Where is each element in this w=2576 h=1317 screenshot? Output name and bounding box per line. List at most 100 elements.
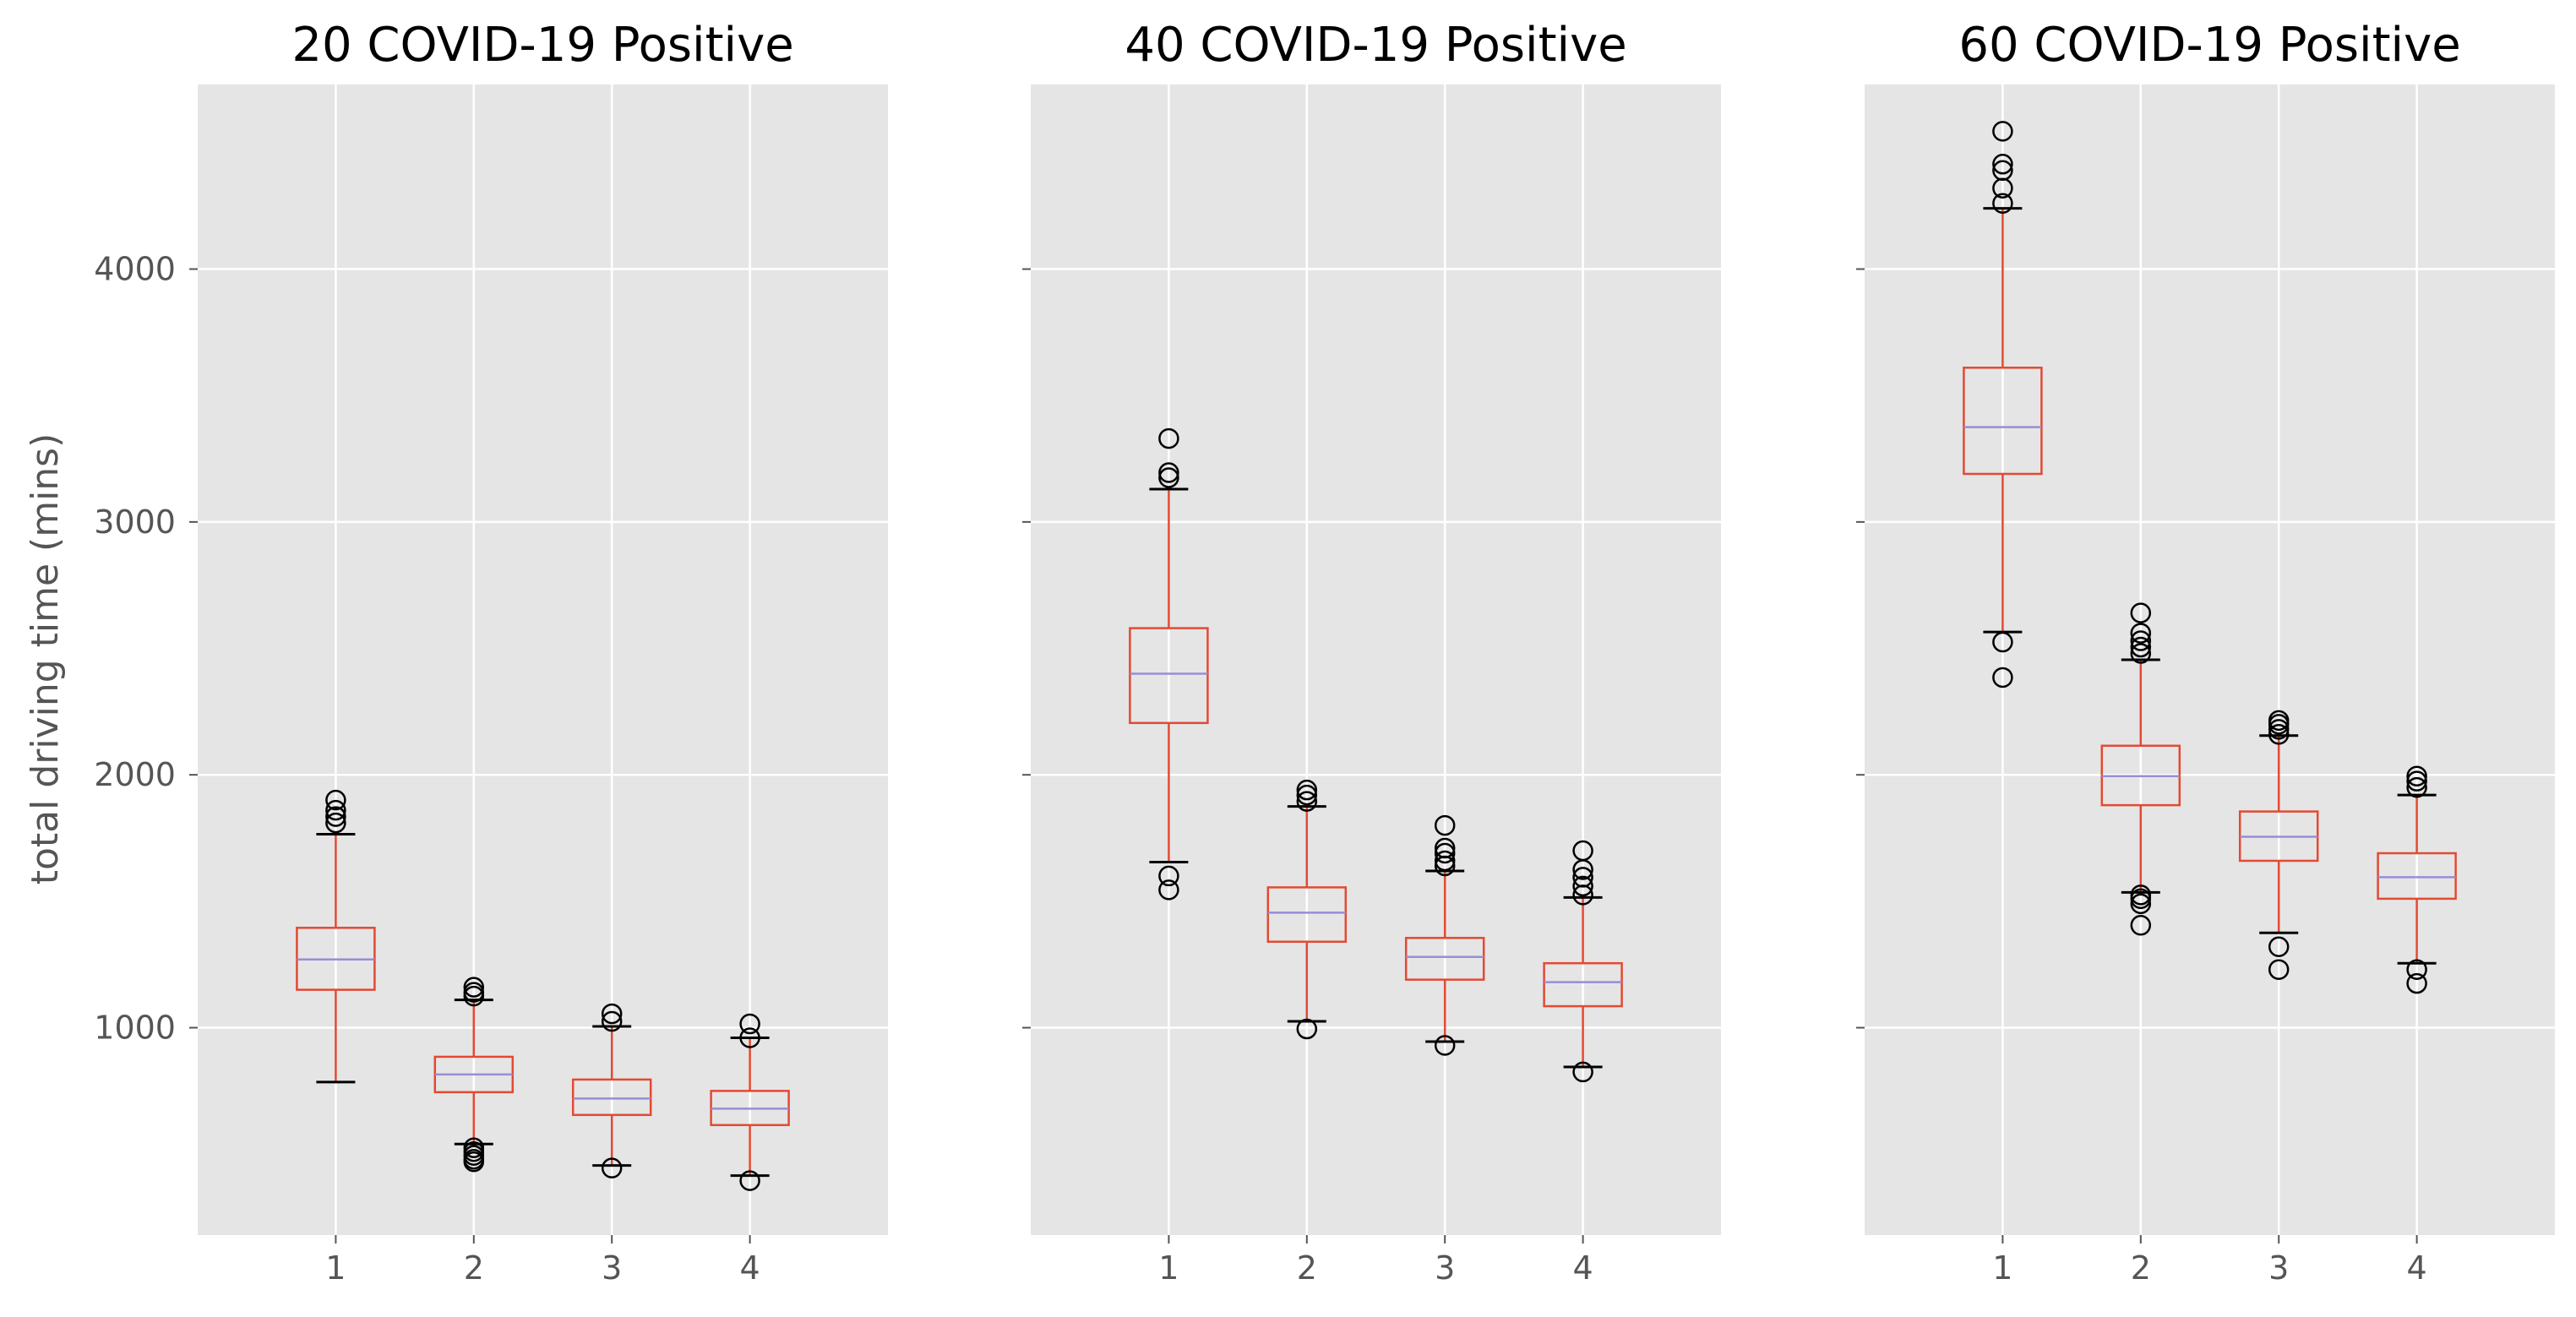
x-tick-label: 2	[1297, 1249, 1317, 1287]
flier-point	[1992, 154, 2013, 175]
flier-point	[2268, 936, 2290, 958]
flier-point	[463, 977, 485, 998]
iqr-box	[1266, 886, 1348, 944]
flier-point	[2268, 959, 2290, 980]
y-tick-label: 4000	[94, 251, 176, 288]
flier-point	[2130, 623, 2152, 644]
y-tick-label: 1000	[94, 1010, 176, 1047]
flier-point	[2130, 893, 2152, 915]
iqr-box	[1543, 961, 1623, 1008]
flier-point	[1296, 791, 1318, 812]
panel-background	[198, 84, 888, 1235]
flier-point	[325, 806, 346, 827]
y-tick-label: 2000	[94, 756, 176, 793]
box-3	[571, 1003, 652, 1178]
box-4	[2377, 765, 2457, 994]
flier-point	[463, 982, 485, 1003]
flier-point	[1434, 814, 1456, 836]
iqr-box	[1404, 937, 1485, 981]
flier-point	[739, 1170, 760, 1191]
box-1	[296, 789, 376, 1084]
flier-point	[463, 1137, 485, 1158]
flier-point	[1992, 121, 2013, 142]
flier-point	[2130, 915, 2152, 936]
box-1	[1963, 121, 2043, 688]
box-2	[2100, 602, 2181, 936]
x-tick-label: 4	[2407, 1249, 2427, 1287]
flier-point	[1296, 1018, 1318, 1040]
flier-point	[1434, 837, 1456, 859]
x-tick-label: 1	[1158, 1249, 1179, 1287]
flier-point	[1992, 667, 2013, 688]
flier-point	[1296, 779, 1318, 801]
flier-point	[2406, 776, 2427, 798]
flier-point	[1572, 875, 1593, 897]
flier-point	[2268, 719, 2290, 740]
box-3	[2238, 710, 2319, 980]
panel-background	[1031, 84, 1721, 1235]
flier-point	[2406, 770, 2427, 792]
flier-point	[1434, 842, 1456, 864]
x-tick-label: 1	[1992, 1249, 2012, 1287]
flier-point	[2130, 636, 2152, 658]
flier-point	[1572, 867, 1593, 888]
flier-point	[1434, 1035, 1456, 1056]
flier-point	[1296, 784, 1318, 806]
flier-point	[2406, 972, 2427, 994]
x-tick-label: 2	[2131, 1249, 2151, 1287]
flier-point	[325, 789, 346, 811]
panel-title: 40 COVID-19 Positive	[1125, 18, 1626, 73]
flier-point	[2268, 724, 2290, 745]
flier-point	[1158, 467, 1179, 488]
iqr-box	[1129, 627, 1209, 725]
panel-title: 20 COVID-19 Positive	[291, 18, 793, 73]
flier-point	[2406, 959, 2427, 980]
flier-point	[1158, 879, 1179, 901]
flier-point	[1158, 427, 1179, 449]
flier-point	[2130, 602, 2152, 623]
flier-point	[2268, 710, 2290, 732]
box-2	[433, 977, 515, 1173]
flier-point	[739, 1013, 760, 1035]
x-tick-label: 1	[325, 1249, 346, 1287]
x-tick-label: 3	[2268, 1249, 2289, 1287]
flier-point	[2130, 643, 2152, 664]
x-tick-label: 3	[1435, 1249, 1455, 1287]
flier-point	[1992, 631, 2013, 653]
box-4	[1543, 840, 1623, 1083]
flier-point	[739, 1027, 760, 1048]
flier-point	[601, 1157, 623, 1178]
y-tick-label: 3000	[94, 503, 176, 541]
x-tick-label: 4	[740, 1249, 760, 1287]
iqr-box	[571, 1078, 652, 1117]
x-tick-label: 2	[464, 1249, 484, 1287]
panel-2: 40 COVID-19 Positive 1 2 3 4	[1022, 18, 1721, 1287]
panel-title: 60 COVID-19 Positive	[1958, 18, 2460, 73]
panel-background	[1865, 84, 2555, 1235]
iqr-box	[2377, 852, 2457, 901]
box-3	[1404, 814, 1485, 1056]
flier-point	[601, 1003, 623, 1025]
flier-point	[1572, 840, 1593, 862]
box-2	[1266, 779, 1348, 1040]
flier-point	[1158, 462, 1179, 483]
flier-point	[1572, 1061, 1593, 1083]
panel-3: 60 COVID-19 Positive 1 2 3 4	[1856, 18, 2555, 1287]
flier-point	[1434, 850, 1456, 872]
flier-point	[325, 799, 346, 821]
panel-1: 20 COVID-19 Positive 1000 2000 3000 4000 1 2 3 4	[94, 18, 888, 1287]
flier-point	[2406, 765, 2427, 786]
flier-point	[2130, 630, 2152, 651]
x-tick-label: 4	[1573, 1249, 1593, 1287]
flier-point	[1992, 160, 2013, 182]
flier-point	[325, 812, 346, 834]
flier-point	[1158, 865, 1179, 887]
box-4	[710, 1013, 790, 1191]
flier-point	[2130, 884, 2152, 906]
y-axis-label: total driving time (mins)	[24, 433, 67, 885]
iqr-box	[1963, 367, 2043, 476]
flier-point	[1992, 193, 2013, 214]
flier-point	[601, 1010, 623, 1032]
